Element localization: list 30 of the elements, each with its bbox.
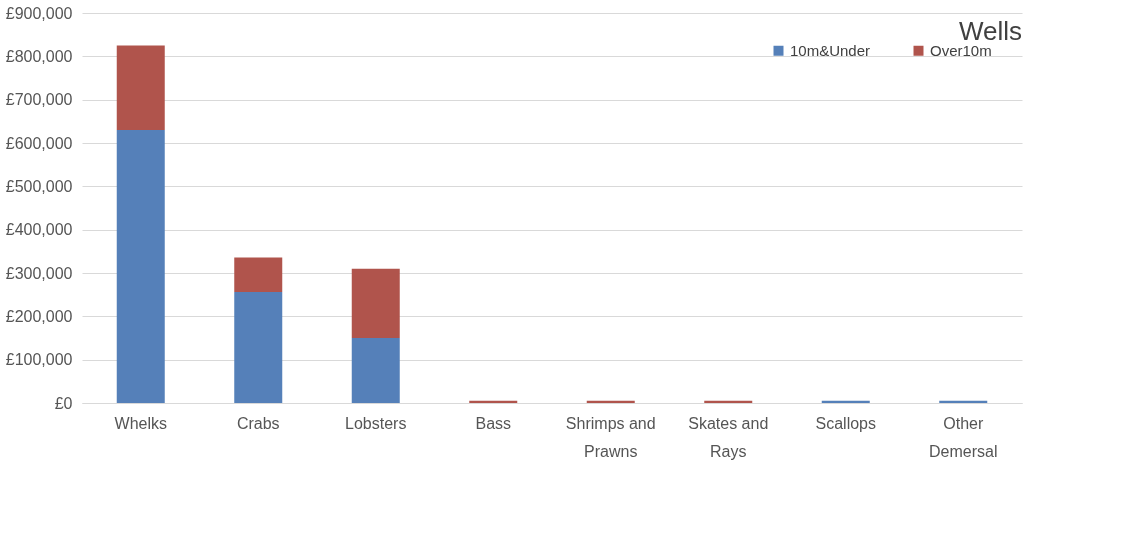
bar <box>116 130 165 403</box>
x-tick-label: Whelks <box>114 414 167 432</box>
legend-label: 10m&Under <box>790 41 871 59</box>
bar <box>821 400 870 403</box>
bar <box>351 338 400 403</box>
y-tick-label: £900,000 <box>5 4 73 22</box>
y-tick-label: £600,000 <box>5 134 73 152</box>
y-tick-label: £100,000 <box>5 351 73 369</box>
x-tick-label: Crabs <box>236 414 280 432</box>
x-tick-label: Skates and Rays <box>688 414 769 460</box>
y-tick-label: £700,000 <box>5 91 73 109</box>
y-tick-label: £800,000 <box>5 47 73 65</box>
x-tick-label: Shrimps and Prawns <box>565 414 656 460</box>
x-tick-label: Scallops <box>815 414 876 432</box>
bar <box>351 268 400 338</box>
bar <box>939 400 988 403</box>
bar <box>469 400 518 403</box>
bar <box>234 292 283 403</box>
y-tick-label: £0 <box>54 394 73 412</box>
y-tick-label: £300,000 <box>5 264 73 282</box>
bar <box>116 45 165 130</box>
bar <box>234 257 283 293</box>
bar <box>704 400 753 403</box>
x-tick-label: Lobsters <box>345 414 407 432</box>
x-tick-label: Other Demersal <box>929 414 998 460</box>
y-tick-label: £400,000 <box>5 221 73 239</box>
y-tick-label: £200,000 <box>5 307 73 325</box>
y-tick-label: £500,000 <box>5 177 73 195</box>
x-tick-label: Bass <box>475 414 512 432</box>
bar <box>586 400 635 403</box>
